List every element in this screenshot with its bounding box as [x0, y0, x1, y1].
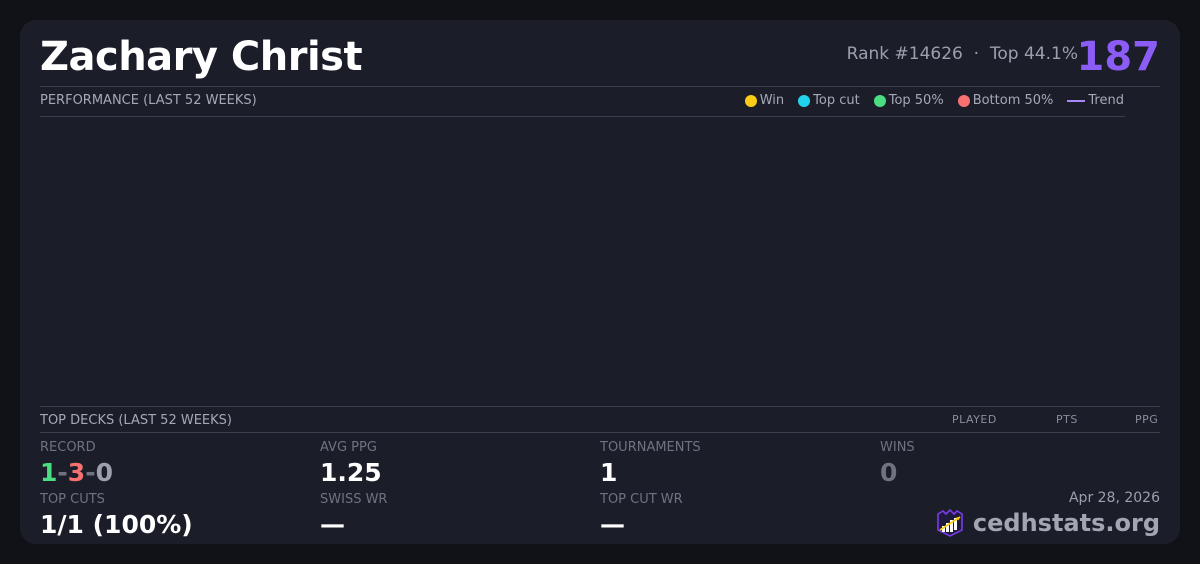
divider [40, 432, 1160, 433]
top-50-dot-icon [873, 94, 886, 107]
player-name: Zachary Christ [40, 34, 363, 80]
record-value: 1-3-0 [40, 458, 113, 487]
bottom-50-dot-icon [957, 94, 970, 107]
brand: cedhstats.org [935, 508, 1160, 538]
top-cut-wr-value: — [600, 510, 625, 539]
divider [40, 406, 1160, 407]
legend-trend: Trend [1067, 93, 1124, 108]
avg-ppg-value: 1.25 [320, 458, 382, 487]
performance-title: PERFORMANCE (LAST 52 WEEKS) [40, 93, 257, 108]
rank: Rank #14626 [846, 44, 963, 64]
top-cuts-label: TOP CUTS [40, 492, 105, 507]
top-percent: Top 44.1% [989, 44, 1078, 64]
col-ppg: PPG [1135, 413, 1159, 426]
avg-ppg-label: AVG PPG [320, 440, 377, 455]
crown-chart-logo-icon [937, 508, 963, 537]
win-dot-icon [744, 94, 757, 107]
chart-legend: Win Top cut Top 50% Bottom 50% Trend [744, 93, 1124, 108]
trend-line-icon [1067, 99, 1086, 102]
legend-top-50: Top 50% [873, 93, 944, 108]
top-cut-wr-label: TOP CUT WR [600, 492, 683, 507]
performance-chart [40, 117, 1125, 405]
score: 187 [1076, 34, 1161, 80]
player-card: Zachary Christ Rank #14626 · Top 44.1% 1… [20, 20, 1180, 544]
top-cuts-value: 1/1 (100%) [40, 510, 193, 539]
top-cut-dot-icon [798, 94, 811, 107]
record-label: RECORD [40, 440, 96, 455]
legend-bottom-50: Bottom 50% [957, 93, 1053, 108]
brand-name: cedhstats.org [972, 509, 1160, 537]
separator: · [973, 44, 980, 64]
divider [40, 86, 1160, 87]
divider [40, 116, 1125, 117]
tournaments-label: TOURNAMENTS [600, 440, 701, 455]
tournaments-value: 1 [600, 458, 618, 487]
swiss-wr-value: — [320, 510, 345, 539]
wins-label: WINS [880, 440, 915, 455]
col-played: PLAYED [952, 413, 997, 426]
legend-top-cut: Top cut [798, 93, 860, 108]
top-decks-title: TOP DECKS (LAST 52 WEEKS) [40, 413, 232, 428]
swiss-wr-label: SWISS WR [320, 492, 388, 507]
col-pts: PTS [1056, 413, 1078, 426]
legend-win: Win [744, 93, 784, 108]
report-date: Apr 28, 2026 [1068, 490, 1160, 506]
rank-line: Rank #14626 · Top 44.1% [847, 44, 1078, 64]
wins-value: 0 [880, 458, 898, 487]
